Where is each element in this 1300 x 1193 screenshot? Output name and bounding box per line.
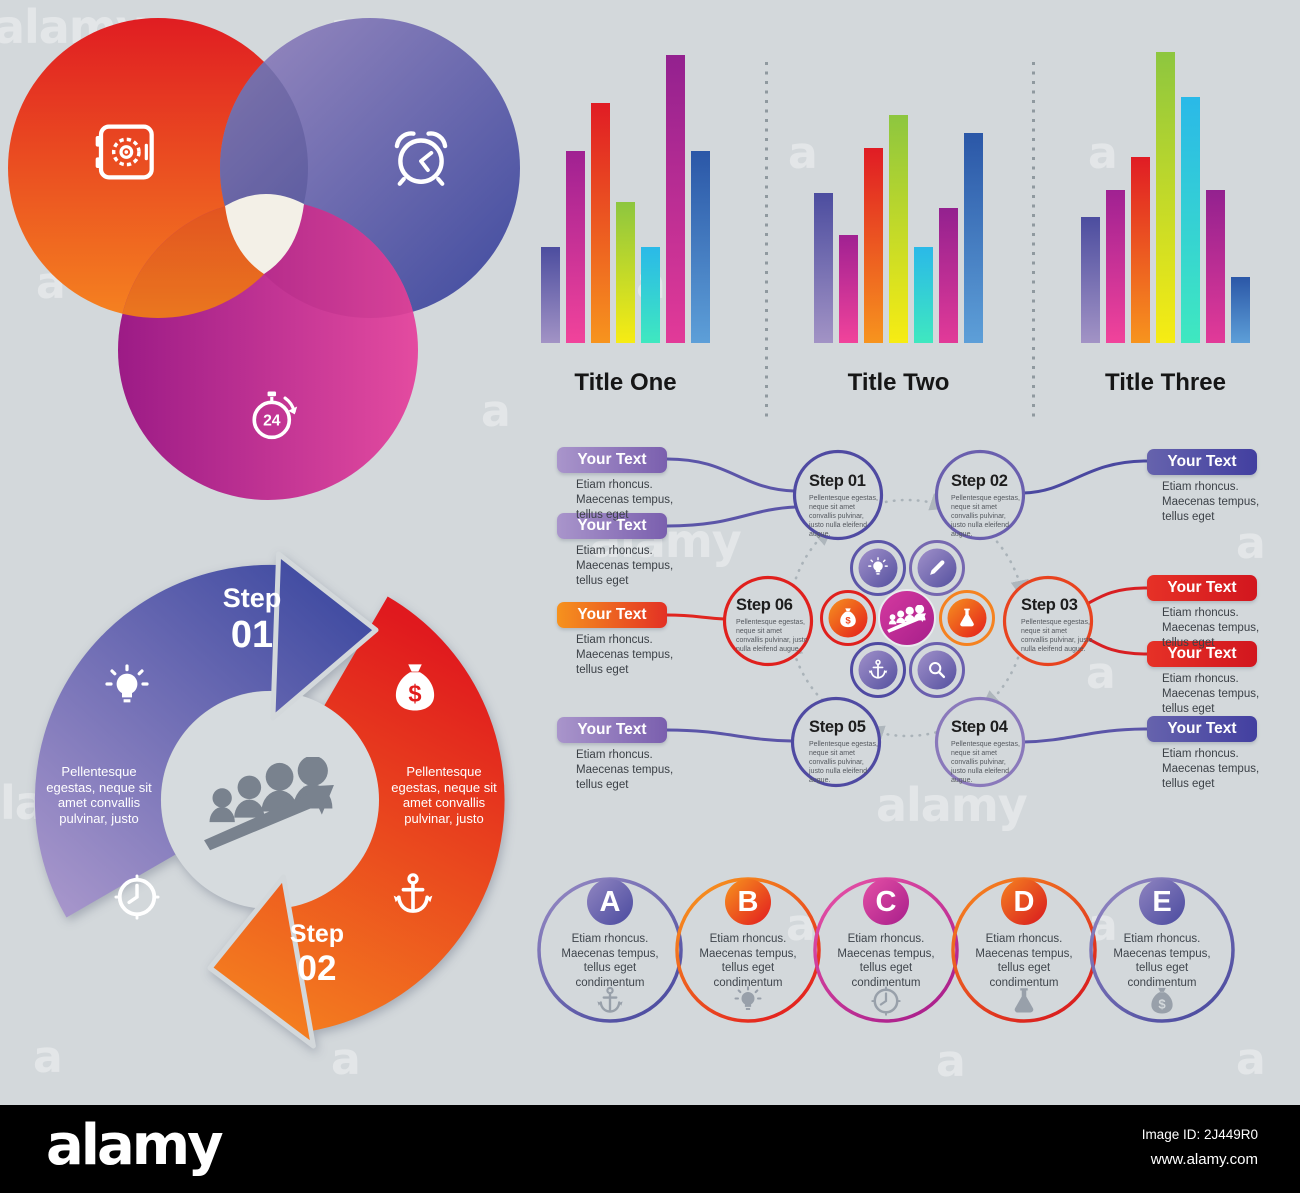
bar: [889, 115, 908, 343]
clock-icon: [871, 986, 901, 1016]
your-text-badge: Your Text: [557, 602, 667, 628]
step-01-circle: [792, 449, 884, 541]
bar: [964, 133, 983, 343]
process-diagram: [665, 449, 1149, 788]
your-text-badge: Your Text: [1147, 575, 1257, 601]
bar: [914, 247, 933, 343]
step-02-circle: [934, 449, 1026, 541]
label-body: Etiam rhoncus. Maecenas tempus, tellus e…: [1162, 673, 1260, 716]
bar: [566, 151, 585, 343]
cycle-step-01: Step 01: [222, 583, 282, 656]
image-id: Image ID: 2J449R0: [1141, 1127, 1258, 1142]
alamy-logo: alamy: [46, 1113, 224, 1178]
bar: [1231, 277, 1250, 343]
venn-lens-magenta-purple: [220, 200, 418, 318]
bar: [1156, 52, 1175, 343]
cycle-diagram: [34, 551, 505, 1049]
label-body: Etiam rhoncus. Maecenas tempus, tellus e…: [1162, 607, 1260, 650]
label-body: Etiam rhoncus. Maecenas tempus, tellus e…: [1162, 748, 1260, 791]
venn-lens-red-magenta: [118, 200, 308, 318]
your-text-badge: Your Text: [1147, 641, 1257, 667]
bar: [541, 247, 560, 343]
alamy-url: www.alamy.com: [1150, 1151, 1258, 1168]
bar-group: [1081, 43, 1250, 343]
cycle-arrowhead-purple: [270, 551, 379, 721]
bar: [691, 151, 710, 343]
step-05: Step 05 Pellentesque egestas, neque sit …: [809, 718, 878, 784]
bar: [616, 202, 635, 343]
venn-center: [225, 193, 304, 274]
cycle-right-text: Pellentesque egestas, neque sit amet con…: [391, 764, 497, 826]
step-circles: [722, 449, 1094, 788]
label-body: Etiam rhoncus. Maecenas tempus, tellus e…: [1162, 481, 1260, 524]
process-connectors: [665, 457, 1149, 744]
cycle-left-text: Pellentesque egestas, neque sit amet con…: [46, 764, 152, 826]
label-body: Etiam rhoncus. Maecenas tempus, tellus e…: [576, 479, 674, 522]
letter-badge-b: B: [725, 879, 771, 925]
your-text-badge: Your Text: [557, 447, 667, 473]
bar-chart-three: Title Three: [1081, 43, 1250, 397]
letter-body: Etiam rhoncus. Maecenas tempus, tellus e…: [1113, 933, 1211, 989]
bar: [864, 148, 883, 343]
bar: [814, 193, 833, 343]
bar: [591, 103, 610, 343]
cycle-arc-purple: [34, 564, 279, 918]
letter-body: Etiam rhoncus. Maecenas tempus, tellus e…: [975, 933, 1073, 989]
dotted-divider: [1032, 62, 1035, 418]
step-04: Step 04 Pellentesque egestas, neque sit …: [951, 718, 1020, 784]
step-03: Step 03 Pellentesque egestas, neque sit …: [1021, 596, 1093, 653]
icon-circle: [917, 650, 957, 690]
letter-body: Etiam rhoncus. Maecenas tempus, tellus e…: [837, 933, 935, 989]
letter-badge-d: D: [1001, 879, 1047, 925]
letter-badge-a: A: [587, 879, 633, 925]
step-01: Step 01 Pellentesque egestas, neque sit …: [809, 472, 878, 538]
label-body: Etiam rhoncus. Maecenas tempus, tellus e…: [576, 545, 674, 588]
lightbulb-icon: [734, 986, 762, 1011]
bar-group: [814, 43, 983, 343]
step-06-circle: [722, 575, 814, 667]
bar: [1181, 97, 1200, 343]
flask-icon: [1014, 988, 1034, 1013]
bar-chart-two: Title Two: [814, 43, 983, 397]
bar: [1206, 190, 1225, 343]
dotted-divider: [765, 62, 768, 418]
footer-bar: alamy Image ID: 2J449R0 www.alamy.com: [0, 1105, 1300, 1193]
bar-group: [541, 43, 710, 343]
your-text-badge: Your Text: [1147, 716, 1257, 742]
chart-title: Title Three: [1105, 369, 1226, 396]
your-text-badge: Your Text: [1147, 449, 1257, 475]
letter-body: Etiam rhoncus. Maecenas tempus, tellus e…: [699, 933, 797, 989]
your-text-badge: Your Text: [557, 513, 667, 539]
bar: [1106, 190, 1125, 343]
watermark: a: [788, 128, 818, 179]
label-body: Etiam rhoncus. Maecenas tempus, tellus e…: [576, 749, 674, 792]
chart-title: Title One: [574, 369, 677, 396]
letter-body: Etiam rhoncus. Maecenas tempus, tellus e…: [561, 933, 659, 989]
bar: [641, 247, 660, 343]
bar: [1131, 157, 1150, 343]
your-text-badge: Your Text: [557, 717, 667, 743]
bar-chart-one: Title One: [541, 43, 710, 397]
step-03-circle: [1002, 575, 1094, 667]
bar: [1081, 217, 1100, 343]
anchor-icon: [596, 986, 624, 1013]
step-06: Step 06 Pellentesque egestas, neque sit …: [736, 596, 808, 653]
money-bag-icon: [1151, 987, 1173, 1014]
cycle-arrowhead-red: [207, 874, 316, 1049]
letter-badge-c: C: [863, 879, 909, 925]
chart-title: Title Two: [847, 369, 950, 396]
bar: [839, 235, 858, 343]
bar: [666, 55, 685, 343]
label-body: Etiam rhoncus. Maecenas tempus, tellus e…: [576, 634, 674, 677]
step-02: Step 02 Pellentesque egestas, neque sit …: [951, 472, 1020, 538]
venn-diagram: [8, 18, 520, 500]
bar: [939, 208, 958, 343]
step-04-circle: [934, 696, 1026, 788]
step-05-circle: [790, 696, 882, 788]
cycle-step-02: Step 02: [289, 920, 345, 988]
letter-badge-e: E: [1139, 879, 1185, 925]
